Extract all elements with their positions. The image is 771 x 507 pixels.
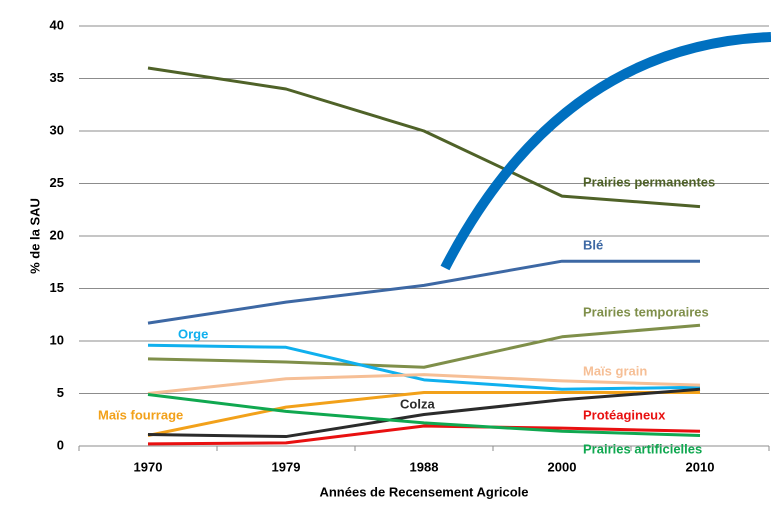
series-line (147, 387, 701, 439)
series-line (147, 66, 701, 209)
series-line (147, 424, 701, 446)
y-tick-label: 5 (57, 385, 64, 400)
series-line (147, 323, 701, 369)
series-label: Orge (178, 326, 208, 341)
series-label: Prairies permanentes (583, 174, 715, 189)
series-label: Colza (400, 396, 435, 411)
x-tick-label: 1970 (134, 459, 163, 474)
annotation-arc (440, 32, 771, 271)
x-tick-label: 2000 (548, 459, 577, 474)
y-tick-label: 0 (57, 437, 64, 452)
series-label: Blé (583, 237, 603, 252)
y-tick-label: 35 (50, 70, 64, 85)
series-line (147, 390, 700, 437)
series-label: Protéagineux (583, 407, 666, 422)
x-tick-label: 1988 (410, 459, 439, 474)
y-tick-label: 20 (50, 227, 64, 242)
x-tick-label: 1979 (272, 459, 301, 474)
x-axis-title: Années de Recensement Agricole (319, 484, 528, 499)
y-tick-label: 30 (50, 122, 64, 137)
series-line (147, 373, 701, 395)
y-axis-title: % de la SAU (27, 198, 42, 274)
y-tick-label: 40 (50, 17, 64, 32)
series-label: Prairies temporaires (583, 304, 709, 319)
series-label: Maïs grain (583, 363, 647, 378)
series-line (147, 393, 701, 437)
y-tick-label: 10 (50, 332, 64, 347)
y-tick-label: 15 (50, 280, 64, 295)
series-line (147, 259, 700, 325)
y-tick-label: 25 (50, 175, 64, 190)
x-tick-label: 2010 (686, 459, 715, 474)
series-label: Maïs fourrage (98, 407, 183, 422)
series-line (147, 343, 701, 391)
series-label: Prairies artificielles (583, 441, 702, 456)
